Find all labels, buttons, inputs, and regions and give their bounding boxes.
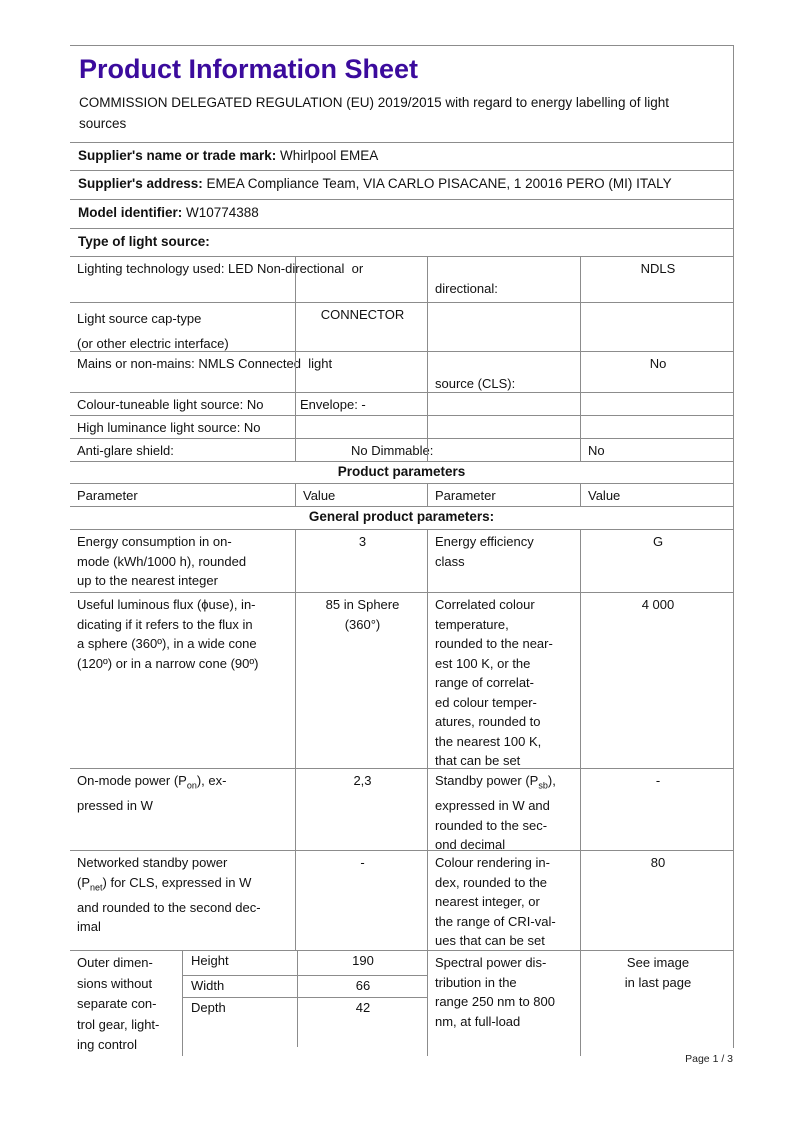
- networked-standby-row: Networked standby power (Pnet) for CLS, …: [70, 851, 733, 951]
- dimension-label-height: Height: [191, 953, 229, 968]
- model-identifier-value: W10774388: [182, 205, 259, 220]
- envelope-value: Envelope: -: [295, 393, 427, 415]
- on-mode-power-row: On-mode power (Pon), ex- pressed in W 2,…: [70, 769, 733, 855]
- colour-tuneable-spacer-1: [427, 393, 580, 415]
- luminous-flux-value: 85 in Sphere (360°): [295, 593, 427, 771]
- high-luminance-spacer-1: [295, 416, 427, 438]
- dimension-row-depth: Depth 42: [183, 998, 427, 1021]
- subscript-sb: sb: [538, 780, 548, 791]
- on-mode-power-value: 2,3: [295, 769, 427, 855]
- colour-rendering-parameter: Colour rendering in- dex, rounded to the…: [427, 851, 580, 951]
- high-luminance-row: High luminance light source: No: [70, 416, 733, 439]
- anti-glare-label: Anti-glare shield:: [77, 443, 174, 458]
- luminous-flux-row: Useful luminous flux (ϕuse), in- dicatin…: [70, 593, 733, 771]
- dimension-label-width: Width: [191, 978, 225, 993]
- on-mode-power-parameter: On-mode power (Pon), ex- pressed in W: [77, 773, 227, 814]
- dimmable-value: No: [580, 439, 733, 461]
- lighting-technology-value: NDLS: [580, 257, 733, 302]
- mains-value: No: [580, 352, 733, 393]
- product-parameters-header: Product parameters: [70, 462, 733, 484]
- energy-consumption-parameter: Energy consumption in on- mode (kWh/1000…: [77, 534, 247, 588]
- outer-dimensions-parameter: Outer dimen- sions without separate con-…: [77, 955, 160, 1052]
- supplier-name-label: Supplier's name or trade mark:: [78, 148, 277, 163]
- anti-glare-value: No Dimmable:: [295, 439, 433, 461]
- supplier-address-value: EMEA Compliance Team, VIA CARLO PISACANE…: [202, 176, 672, 191]
- energy-efficiency-parameter: Energy efficiency class: [427, 530, 580, 592]
- energy-consumption-value: 3: [295, 530, 427, 592]
- column-header-value-2: Value: [580, 484, 733, 506]
- general-parameters-header: General product parameters:: [70, 507, 733, 530]
- product-information-sheet: Product Information Sheet COMMISSION DEL…: [70, 45, 734, 1056]
- subscript-net: net: [90, 882, 103, 893]
- standby-power-value: -: [580, 769, 733, 855]
- mains-row: Mains or non-mains: NMLS Connected light…: [70, 352, 733, 393]
- colour-temperature-value: 4 000: [580, 593, 733, 771]
- spectral-power-value: See image in last page: [580, 951, 733, 1056]
- colour-rendering-value: 80: [580, 851, 733, 951]
- dimension-row-width: Width 66: [183, 976, 427, 998]
- networked-standby-value: -: [295, 851, 427, 951]
- colour-tuneable-spacer-2: [580, 393, 733, 415]
- type-of-light-source-heading: Type of light source:: [78, 234, 210, 249]
- cap-type-value: CONNECTOR: [295, 303, 427, 356]
- dimmable-spacer: [427, 439, 580, 461]
- column-header-row: Parameter Value Parameter Value: [70, 484, 733, 507]
- model-identifier-row: Model identifier: W10774388: [70, 200, 733, 229]
- type-of-light-source-row: Type of light source:: [70, 229, 733, 257]
- anti-glare-row: Anti-glare shield: No Dimmable: No: [70, 439, 733, 462]
- colour-temperature-parameter: Correlated colour temperature, rounded t…: [427, 593, 580, 771]
- page-title: Product Information Sheet: [79, 54, 419, 84]
- dimensions-table: Height 190 Width 66 Depth 42: [182, 951, 427, 1056]
- high-luminance-label: High luminance light source: No: [77, 420, 261, 435]
- mains-label: Mains or non-mains: NMLS Connected light: [77, 356, 333, 371]
- column-header-value-1: Value: [295, 484, 427, 506]
- luminous-flux-parameter: Useful luminous flux (ϕuse), in- dicatin…: [77, 597, 259, 671]
- model-identifier-label: Model identifier:: [78, 205, 183, 220]
- supplier-name-row: Supplier's name or trade mark: Whirlpool…: [70, 143, 733, 171]
- high-luminance-spacer-3: [580, 416, 733, 438]
- regulation-subtitle: COMMISSION DELEGATED REGULATION (EU) 201…: [79, 95, 669, 131]
- dimension-row-height: Height 190: [183, 951, 427, 976]
- dimension-value-height: 190: [297, 951, 428, 975]
- colour-tuneable-label: Colour-tuneable light source: No: [77, 397, 264, 412]
- energy-consumption-row: Energy consumption in on- mode (kWh/1000…: [70, 530, 733, 593]
- colour-tuneable-row: Colour-tuneable light source: No Envelop…: [70, 393, 733, 416]
- supplier-address-row: Supplier's address: EMEA Compliance Team…: [70, 171, 733, 200]
- dimension-value-depth: 42: [297, 998, 428, 1021]
- dimension-label-depth: Depth: [191, 1000, 226, 1015]
- lighting-technology-label: Lighting technology used: LED Non-direct…: [77, 261, 364, 276]
- column-header-parameter-1: Parameter: [77, 488, 138, 503]
- dimension-value-width: 66: [297, 976, 428, 997]
- lighting-technology-row: Lighting technology used: LED Non-direct…: [70, 257, 733, 303]
- energy-efficiency-value: G: [580, 530, 733, 592]
- high-luminance-spacer-2: [427, 416, 580, 438]
- subscript-on: on: [186, 780, 197, 791]
- column-header-parameter-2: Parameter: [427, 484, 580, 506]
- title-block: Product Information Sheet COMMISSION DEL…: [70, 46, 733, 143]
- lighting-technology-label2: directional:: [427, 257, 580, 302]
- supplier-name-value: Whirlpool EMEA: [276, 148, 379, 163]
- networked-standby-parameter: Networked standby power (Pnet) for CLS, …: [77, 855, 261, 935]
- spectral-power-parameter: Spectral power dis- tribution in the ran…: [427, 951, 580, 1056]
- supplier-address-label: Supplier's address:: [78, 176, 203, 191]
- cap-type-spacer-2: [580, 303, 733, 356]
- page-number: Page 1 / 3: [685, 1053, 733, 1065]
- cap-type-spacer-1: [427, 303, 580, 356]
- dimension-row-filler: [183, 1021, 427, 1047]
- cap-type-label: Light source cap-type (or other electric…: [77, 311, 229, 351]
- standby-power-parameter: Standby power (Psb), expressed in W and …: [427, 769, 580, 855]
- cap-type-row: Light source cap-type (or other electric…: [70, 303, 733, 356]
- mains-label2: source (CLS):: [427, 352, 580, 393]
- lighting-technology-spacer: [295, 257, 427, 302]
- outer-dimensions-row: Outer dimen- sions without separate con-…: [70, 951, 733, 1056]
- mains-spacer: [295, 352, 427, 393]
